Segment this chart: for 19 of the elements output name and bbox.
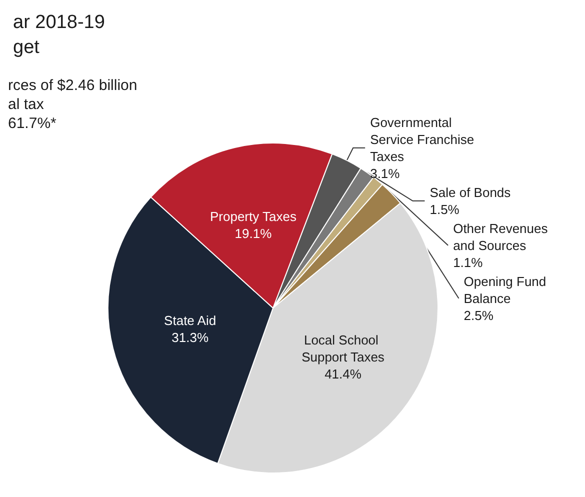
slice-label: Opening Fund Balance bbox=[464, 274, 550, 306]
slice-label: Sale of Bonds bbox=[430, 184, 512, 200]
data-label: 2.5% bbox=[464, 308, 494, 323]
data-label: 1.5% bbox=[430, 202, 460, 217]
slice-label: Local School Support Taxes bbox=[302, 332, 385, 365]
slice-label: State Aid bbox=[164, 312, 216, 328]
slice-label: Governmental Service Franchise Taxes bbox=[370, 114, 478, 164]
chart-subtitle: get bbox=[13, 37, 40, 58]
slice-label: Other Revenues and Sources bbox=[453, 220, 552, 253]
data-label: 19.1% bbox=[234, 226, 272, 241]
text: rces of $2.46 billion bbox=[8, 77, 138, 94]
chart-title: ar 2018-19 bbox=[13, 12, 105, 33]
text: al tax bbox=[8, 96, 44, 113]
data-label: 41.4% bbox=[324, 366, 362, 382]
text: 61.7%* bbox=[8, 115, 57, 132]
data-label: 1.1% bbox=[453, 254, 484, 270]
slice-label: Property Taxes bbox=[210, 208, 297, 224]
data-label: 3.1% bbox=[370, 166, 400, 181]
data-label: 31.3% bbox=[172, 330, 209, 345]
